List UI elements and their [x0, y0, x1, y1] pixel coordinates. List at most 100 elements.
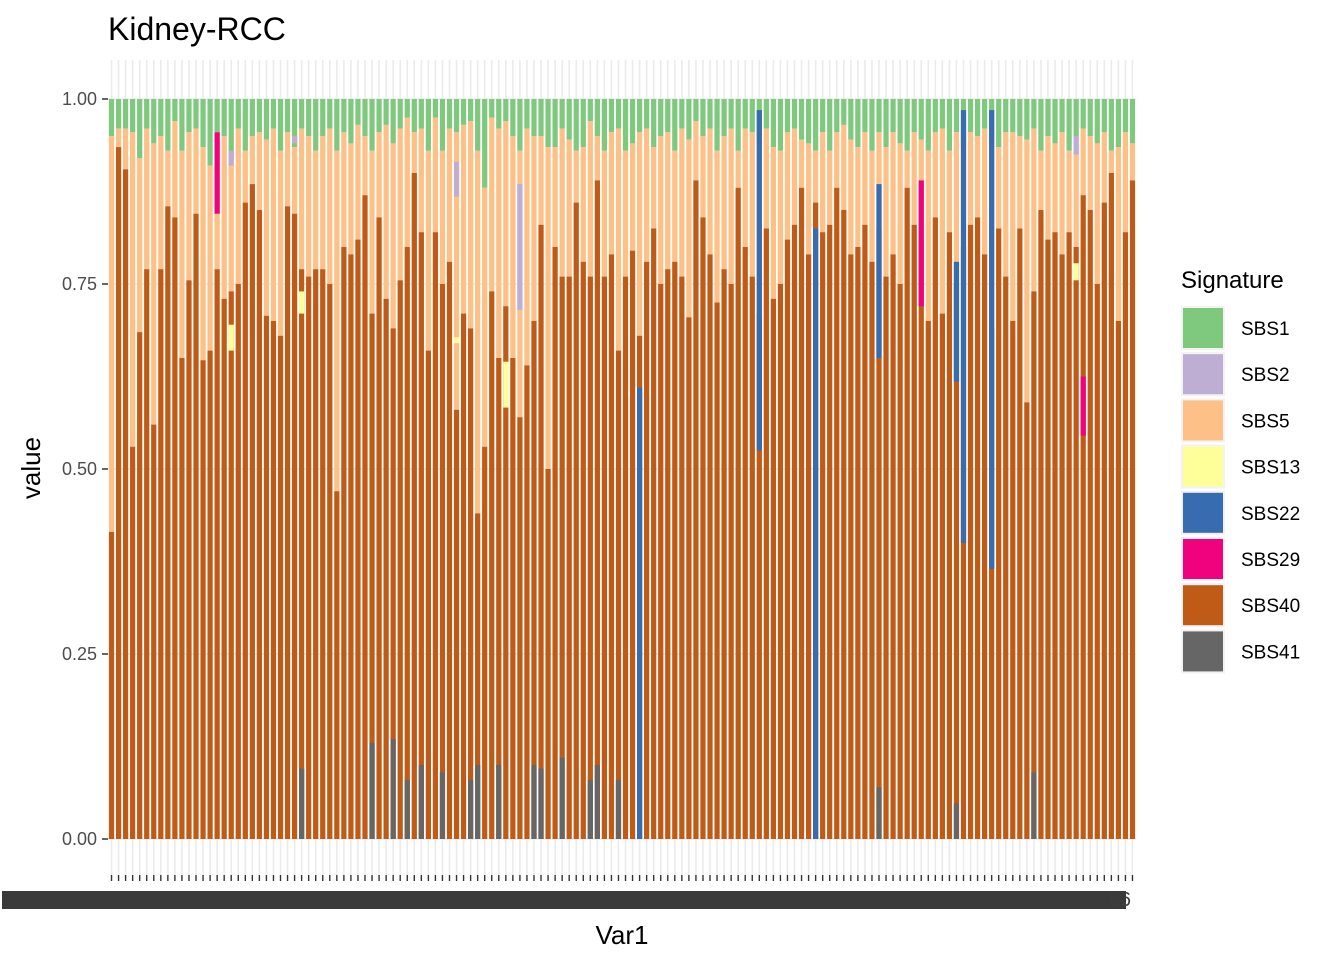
bar-sbs1-124 — [981, 99, 988, 129]
bar-sbs5-116 — [925, 150, 931, 321]
bar-sbs5-141 — [1101, 132, 1107, 203]
bar-sbs1-144 — [1122, 99, 1129, 133]
bar-sbs40-87 — [721, 269, 727, 839]
bar-sbs5-46 — [432, 117, 439, 233]
bar-sbs41-68 — [587, 779, 593, 839]
bar-sbs1-33 — [341, 99, 347, 133]
bar-sbs5-66 — [573, 150, 579, 203]
bar-sbs40-13 — [200, 360, 206, 839]
bar-sbs5-50 — [460, 124, 467, 314]
bar-sbs40-16 — [221, 298, 227, 839]
bar-sbs1-95 — [777, 99, 784, 151]
bar-sbs1-58 — [517, 99, 523, 151]
bar-sbs1-34 — [348, 99, 354, 144]
bar-sbs40-69 — [594, 180, 600, 839]
bar-sbs40-117 — [932, 217, 938, 839]
bar-sbs40-59 — [524, 365, 530, 839]
bar-sbs40-9 — [172, 217, 178, 839]
bar-sbs40-19 — [242, 202, 248, 840]
bar-sbs5-47 — [439, 150, 446, 284]
bar-sbs5-94 — [770, 147, 777, 299]
bar-sbs13-17 — [228, 324, 234, 351]
bar-sbs1-54 — [489, 99, 495, 118]
bar-sbs1-11 — [186, 99, 192, 133]
bar-sbs1-44 — [418, 99, 424, 129]
bar-sbs1-4 — [137, 99, 143, 159]
bar-sbs40-96 — [784, 239, 791, 840]
chart-title: Kidney-RCC — [108, 11, 286, 47]
bar-sbs40-47 — [439, 284, 446, 839]
bar-sbs40-78 — [658, 284, 664, 839]
bar-sbs40-89 — [735, 187, 741, 840]
bar-sbs40-112 — [897, 284, 903, 839]
bar-sbs5-71 — [608, 132, 615, 255]
bar-sbs5-135 — [1059, 132, 1065, 255]
bar-sbs1-43 — [411, 99, 417, 133]
bar-sbs40-14 — [207, 350, 213, 839]
bar-sbs5-11 — [186, 132, 192, 281]
bar-sbs40-70 — [601, 276, 608, 840]
bar-sbs1-123 — [974, 99, 981, 136]
bar-sbs40-21 — [256, 210, 263, 839]
bar-sbs1-14 — [207, 99, 213, 166]
bar-sbs5-10 — [179, 150, 185, 358]
bar-sbs1-40 — [390, 99, 396, 144]
bar-sbs13-27 — [299, 291, 305, 314]
bar-sbs1-69 — [594, 99, 600, 136]
bar-sbs5-54 — [489, 117, 495, 292]
bar-sbs5-102 — [827, 150, 833, 225]
bar-sbs5-51 — [467, 121, 474, 329]
bar-sbs5-0 — [108, 136, 115, 532]
bar-sbs1-112 — [897, 99, 903, 144]
bar-sbs1-110 — [883, 99, 889, 148]
bar-sbs5-130 — [1024, 139, 1030, 403]
bar-sbs40-103 — [834, 187, 840, 840]
bar-sbs5-30 — [320, 136, 326, 270]
bar-sbs5-14 — [207, 165, 213, 351]
y-tick-label: 0.75 — [62, 274, 97, 294]
x-tick-labels-overlap — [2, 891, 1126, 909]
bar-sbs40-6 — [151, 424, 157, 839]
bar-sbs40-145 — [1129, 180, 1136, 839]
bar-sbs40-88 — [728, 284, 734, 839]
bar-sbs1-27 — [299, 99, 305, 129]
bar-sbs1-52 — [475, 99, 481, 151]
legend-swatch-sbs1 — [1183, 308, 1223, 348]
bar-sbs40-0 — [108, 531, 115, 839]
bar-sbs5-126 — [996, 147, 1002, 229]
bar-sbs40-138 — [1080, 195, 1086, 839]
bar-sbs40-49 — [453, 409, 460, 839]
bar-sbs5-55 — [496, 128, 502, 358]
bar-sbs40-81 — [679, 276, 685, 840]
bar-sbs5-113 — [904, 150, 910, 188]
bar-sbs40-110 — [883, 276, 889, 840]
bar-sbs5-7 — [158, 136, 164, 270]
bar-sbs1-53 — [482, 99, 488, 188]
bar-sbs5-5 — [144, 128, 150, 270]
bar-sbs5-101 — [820, 132, 826, 233]
bar-sbs1-83 — [693, 99, 699, 122]
bar-sbs5-82 — [686, 139, 692, 318]
bar-sbs40-20 — [249, 184, 255, 840]
bar-sbs1-107 — [862, 99, 868, 133]
bar-sbs5-83 — [693, 121, 699, 181]
bar-sbs1-46 — [432, 99, 439, 118]
bar-sbs5-41 — [397, 128, 403, 281]
bar-sbs5-6 — [151, 143, 157, 425]
bar-sbs5-87 — [721, 136, 727, 270]
bar-sbs40-115 — [918, 239, 924, 840]
bar-sbs40-51 — [467, 328, 474, 839]
bar-sbs40-34 — [348, 254, 354, 839]
bar-sbs5-79 — [665, 132, 671, 270]
bar-sbs40-139 — [1087, 210, 1093, 839]
legend-swatch-sbs29 — [1183, 539, 1223, 579]
bar-sbs1-78 — [658, 99, 664, 136]
bar-sbs1-5 — [144, 99, 150, 129]
y-axis: 0.00 0.25 0.50 0.75 1.00 — [62, 89, 108, 849]
y-tick-label: 0.50 — [62, 459, 97, 479]
bar-sbs1-94 — [770, 99, 777, 148]
bar-sbs5-39 — [383, 124, 389, 299]
legend-label-sbs41: SBS41 — [1241, 642, 1300, 663]
bar-sbs40-102 — [827, 224, 833, 840]
bar-sbs5-21 — [256, 132, 263, 210]
